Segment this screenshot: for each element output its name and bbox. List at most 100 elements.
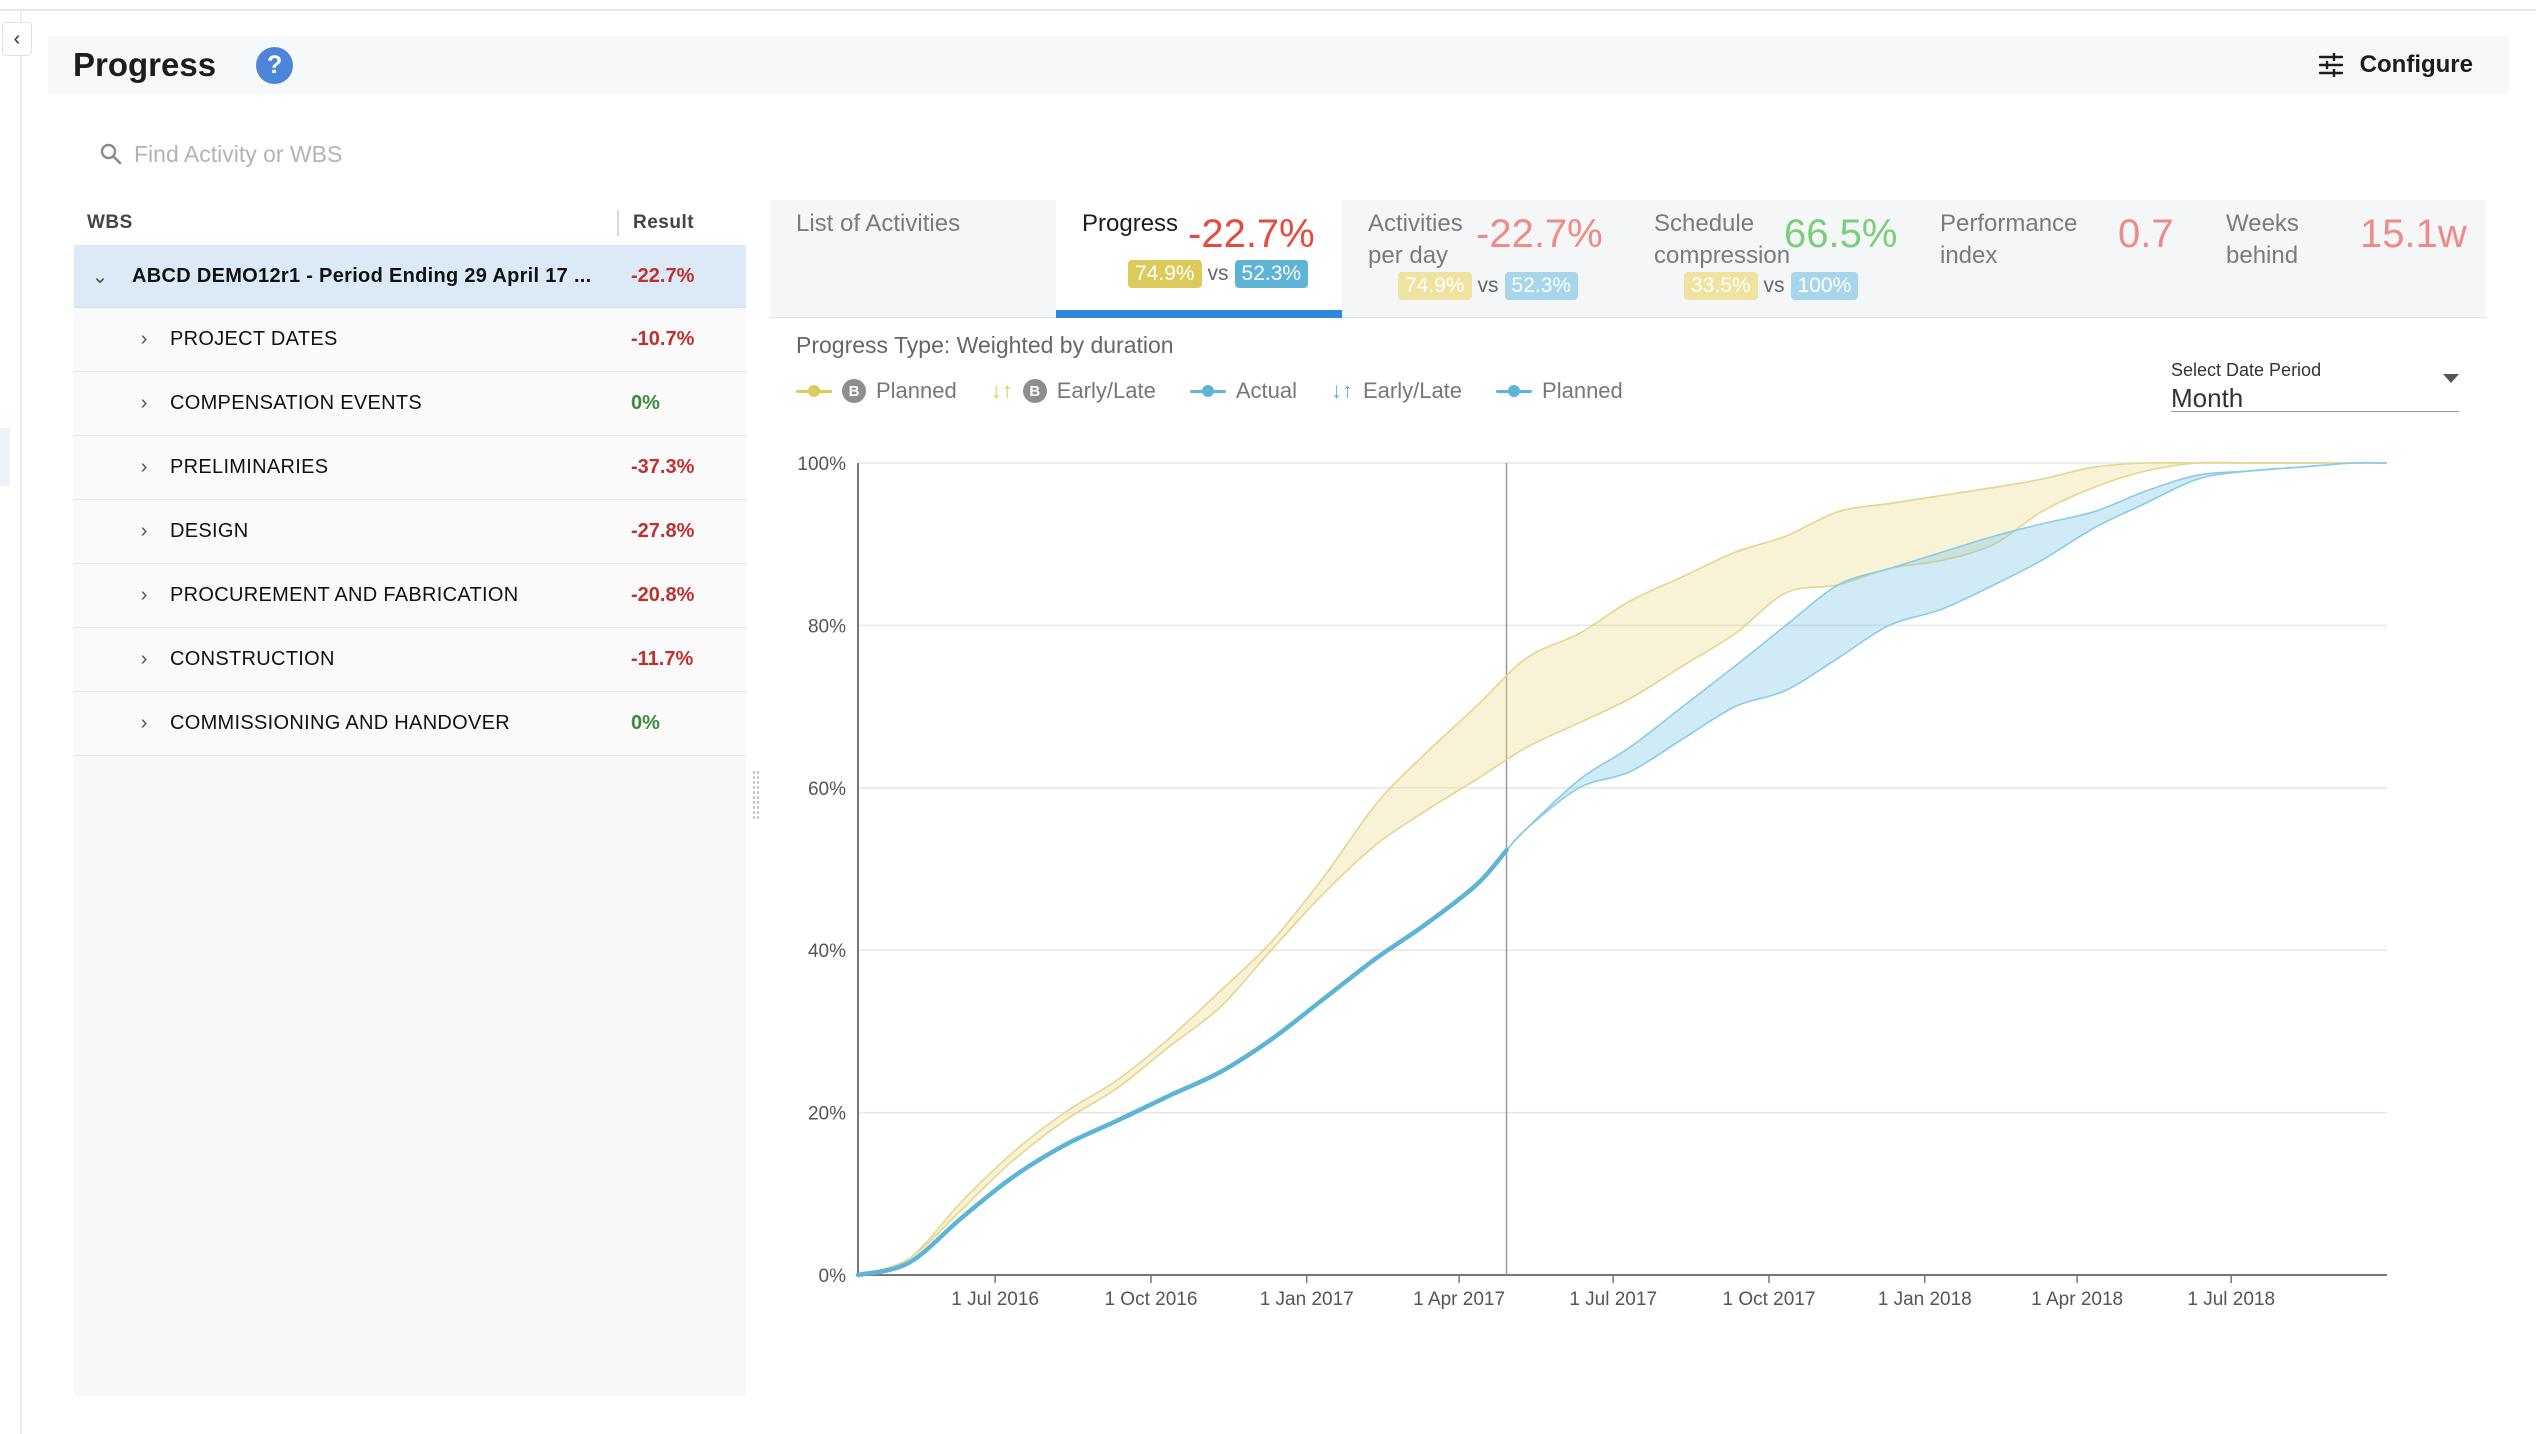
x-tick-label: 1 Jul 2016 <box>951 1289 1039 1310</box>
result-column-header[interactable]: Result <box>633 211 695 233</box>
search-icon <box>100 143 122 165</box>
wbs-tree: ⌄ ABCD DEMO12r1 - Period Ending 29 April… <box>74 246 746 756</box>
tab-label-line1: Performance <box>1940 210 2078 237</box>
chevron-right-icon[interactable]: › <box>140 520 148 542</box>
chevron-down-icon[interactable]: ⌄ <box>91 266 109 288</box>
wbs-row-label: CONSTRUCTION <box>170 648 335 670</box>
baseline-badge: B <box>1022 379 1047 403</box>
x-tick-label: 1 Jan 2017 <box>1260 1289 1354 1310</box>
tab-label: Progress <box>1082 210 1179 237</box>
wbs-row-value: -11.7% <box>631 648 694 670</box>
progress-chart: 0% 20% 40% 60% 80% 100% 1 Jul 2016 1 Oct 2016 1 … <box>797 454 2388 1310</box>
baseline-badge: B <box>842 379 866 403</box>
tab-label-line2: behind <box>2226 242 2299 269</box>
tab-label-line2: compression <box>1654 242 1791 269</box>
page-title: Progress <box>73 46 217 83</box>
left-rail <box>0 11 22 1434</box>
chevron-right-icon[interactable]: › <box>140 648 148 670</box>
legend-item[interactable]: Planned <box>876 378 957 403</box>
tab-activities-per-day[interactable]: Activities per day -22.7% 74.9% vs 52.3% <box>1342 200 1628 318</box>
y-tick-label: 60% <box>808 779 846 800</box>
x-tick-label: 1 Jul 2018 <box>2187 1289 2275 1310</box>
early-late-arrows-icon[interactable]: ↓↑ <box>990 378 1013 403</box>
planned-pill: 74.9% <box>1128 260 1202 288</box>
chart-legend: B Planned ↓↑ B Early/Late Actual ↓↑ Earl… <box>796 378 1623 404</box>
x-tick-label: 1 Jul 2017 <box>1569 1289 1657 1310</box>
legend-item[interactable]: Actual <box>1235 378 1297 403</box>
wbs-row-label: COMMISSIONING AND HANDOVER <box>170 712 511 734</box>
wbs-row-compensation-events[interactable]: › COMPENSATION EVENTS 0% <box>74 372 746 436</box>
top-divider <box>0 9 2536 11</box>
chevron-right-icon[interactable]: › <box>140 456 148 478</box>
early-late-arrows-icon[interactable]: ↓↑ <box>1330 378 1353 403</box>
y-tick-label: 100% <box>797 454 846 475</box>
panel-splitter-handle[interactable] <box>752 770 760 820</box>
x-tick-label: 1 Oct 2017 <box>1722 1289 1815 1310</box>
vs-label: vs <box>1763 274 1785 297</box>
caret-down-icon <box>2443 374 2459 383</box>
wbs-row-label: DESIGN <box>170 520 249 542</box>
wbs-row-value: -27.8% <box>631 520 695 542</box>
tab-label-line1: Activities <box>1368 210 1463 237</box>
chevron-right-icon[interactable]: › <box>140 712 148 734</box>
search-input[interactable] <box>134 140 654 168</box>
wbs-table-header: WBS Result <box>74 200 746 246</box>
wbs-row-label: COMPENSATION EVENTS <box>170 392 423 414</box>
tab-label-line1: Weeks <box>2226 210 2299 237</box>
legend-item[interactable]: Planned <box>1542 378 1623 403</box>
planned-pill: 33.5% <box>1684 272 1758 300</box>
actual-pill: 100% <box>1790 272 1859 300</box>
chevron-right-icon[interactable]: › <box>140 392 148 414</box>
tab-label: List of Activities <box>796 210 961 237</box>
y-tick-label: 20% <box>808 1104 846 1125</box>
active-tab-indicator <box>1056 310 1342 318</box>
legend-item[interactable]: Early/Late <box>1056 378 1156 403</box>
wbs-row-design[interactable]: › DESIGN -27.8% <box>74 500 746 564</box>
wbs-row-root[interactable]: ⌄ ABCD DEMO12r1 - Period Ending 29 April… <box>74 246 746 308</box>
wbs-row-label: PROJECT DATES <box>170 328 338 350</box>
actual-pill: 52.3% <box>1504 272 1579 300</box>
chevron-right-icon[interactable]: › <box>140 328 148 350</box>
tab-list-of-activities[interactable]: List of Activities <box>770 200 1056 318</box>
x-tick-label: 1 Oct 2016 <box>1104 1289 1197 1310</box>
planned-line-icon[interactable] <box>796 385 832 397</box>
chevron-right-icon[interactable]: › <box>140 584 148 606</box>
column-resize-handle[interactable] <box>617 209 619 236</box>
vs-label: vs <box>1207 262 1229 285</box>
wbs-row-label: PRELIMINARIES <box>170 456 329 478</box>
planned-late-line <box>857 461 2387 1276</box>
planned-band <box>858 462 2387 1275</box>
metric-tabs: List of Activities Progress -22.7% 74.9%… <box>770 200 2486 318</box>
x-tick-label: 1 Apr 2017 <box>1413 1289 1505 1310</box>
progress-panel: List of Activities Progress -22.7% 74.9%… <box>770 200 2486 1396</box>
wbs-row-procurement[interactable]: › PROCUREMENT AND FABRICATION -20.8% <box>74 564 746 628</box>
tab-label-line2: per day <box>1368 242 1449 269</box>
progress-type-label: Progress Type: Weighted by duration <box>796 332 1174 358</box>
sliders-icon <box>2318 53 2343 77</box>
y-tick-label: 0% <box>819 1266 847 1287</box>
tab-value: 66.5% <box>1784 212 1898 256</box>
comparison: 74.9% vs 52.3% <box>1398 272 1579 300</box>
tab-weeks-behind[interactable]: Weeks behind 15.1w <box>2200 200 2486 318</box>
tab-progress[interactable]: Progress -22.7% 74.9% vs 52.3% <box>1056 200 1342 318</box>
configure-label: Configure <box>2359 51 2473 78</box>
wbs-column-header[interactable]: WBS <box>87 211 133 233</box>
tab-performance-index[interactable]: Performance index 0.7 <box>1914 200 2200 318</box>
help-icon[interactable]: ? <box>256 46 294 84</box>
collapse-sidebar-button[interactable]: ‹ <box>2 22 32 56</box>
configure-button[interactable]: Configure <box>2318 46 2473 84</box>
date-period-select[interactable]: Select Date Period Month <box>2171 360 2459 413</box>
forecast-late-line <box>1505 461 2388 851</box>
wbs-row-project-dates[interactable]: › PROJECT DATES -10.7% <box>74 308 746 372</box>
actual-line-icon[interactable] <box>1189 385 1226 397</box>
planned-line-icon[interactable] <box>1496 385 1533 397</box>
wbs-row-label: PROCUREMENT AND FABRICATION <box>170 584 519 606</box>
search-box[interactable] <box>100 136 700 172</box>
tab-label-line1: Schedule <box>1654 210 1755 237</box>
wbs-row-preliminaries[interactable]: › PRELIMINARIES -37.3% <box>74 436 746 500</box>
wbs-row-commissioning[interactable]: › COMMISSIONING AND HANDOVER 0% <box>74 692 746 756</box>
legend-item[interactable]: Early/Late <box>1362 378 1463 403</box>
wbs-row-construction[interactable]: › CONSTRUCTION -11.7% <box>74 628 746 692</box>
tab-schedule-compression[interactable]: Schedule compression 66.5% 33.5% vs 100% <box>1628 200 1914 318</box>
wbs-row-value: -20.8% <box>631 584 695 606</box>
